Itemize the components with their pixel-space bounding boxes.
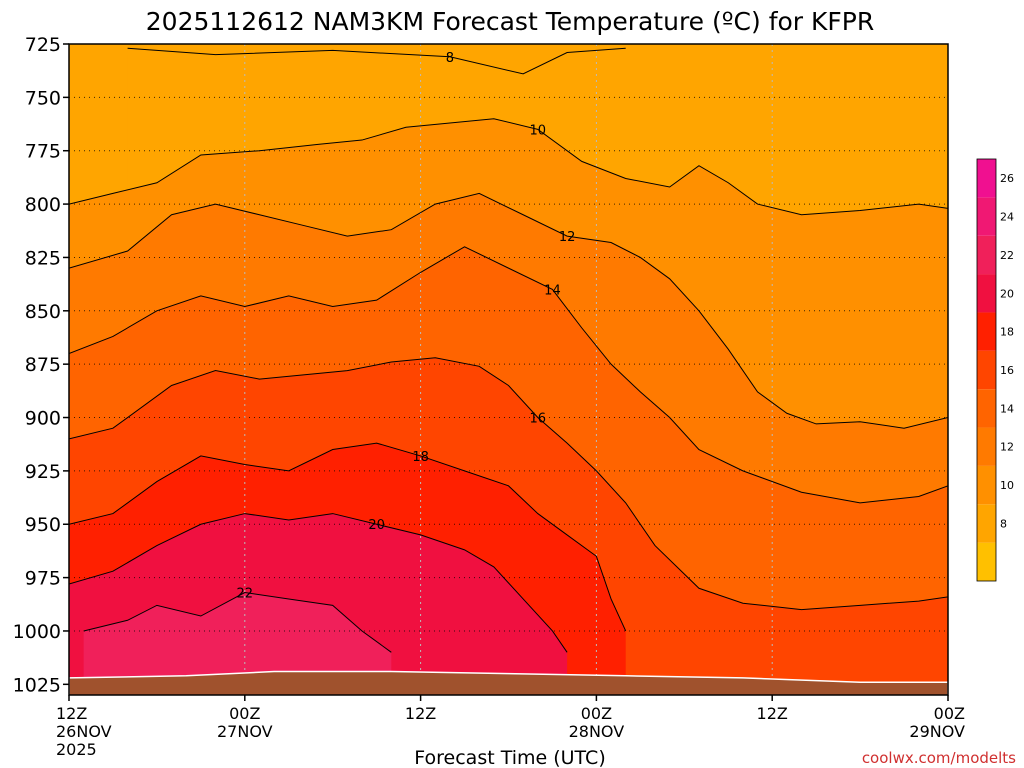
colorbar-label: 22 (1000, 249, 1014, 262)
colorbar-label: 20 (1000, 287, 1014, 300)
colorbar-swatch (977, 197, 996, 236)
y-tick-label: 950 (25, 514, 61, 536)
contour-16 (69, 357, 948, 611)
y-tick-label: 825 (25, 247, 61, 269)
contour-label-10: 10 (530, 123, 547, 138)
colorbar-swatch (977, 312, 996, 351)
contour-label-8: 8 (446, 51, 454, 66)
temperature-bands (69, 44, 948, 695)
colorbar-label: 16 (1000, 364, 1014, 377)
contour-10 (69, 118, 948, 216)
x-tick-label: 00Z (934, 704, 965, 723)
y-tick-label: 850 (25, 301, 61, 323)
gridlines (69, 44, 948, 695)
y-tick-label: 725 (25, 34, 61, 56)
x-tick-label: 29NOV (909, 722, 965, 741)
x-tick-label: 12Z (757, 704, 788, 723)
contour-label-16: 16 (530, 412, 547, 427)
x-tick-label: 00Z (229, 704, 260, 723)
contour-label-18: 18 (412, 450, 429, 465)
contour-label-20: 20 (368, 518, 385, 533)
plot-frame (68, 43, 949, 696)
contour-14 (69, 246, 948, 504)
x-tick-label: 28NOV (569, 722, 625, 741)
colorbar-swatch (977, 542, 996, 581)
y-tick-label: 1025 (13, 674, 61, 696)
contour-18 (69, 442, 627, 632)
x-tick-label: 00Z (581, 704, 612, 723)
colorbar-label: 14 (1000, 402, 1014, 415)
contour-12 (69, 192, 948, 429)
colorbar-label: 10 (1000, 479, 1014, 492)
colorbar-label: 8 (1000, 517, 1007, 530)
colorbar-swatch (977, 350, 996, 390)
y-tick-label: 875 (25, 354, 61, 376)
y-tick-label: 800 (25, 194, 61, 216)
isotherm-contours (69, 47, 948, 653)
plot-area (69, 44, 948, 695)
x-tick-label: 27NOV (217, 722, 273, 741)
y-axis-ticks: 725 750 775 800 825 850 875 900 925 950 975 1000 102… (13, 34, 69, 696)
y-tick-label: 925 (25, 461, 61, 483)
contour-labels: 8 10 12 14 16 18 20 22 (237, 51, 576, 602)
colorbar-swatch (977, 159, 996, 198)
x-axis-label: Forecast Time (UTC) (414, 747, 605, 768)
contour-22 (83, 592, 392, 653)
contour-label-22: 22 (237, 587, 254, 602)
colorbar-label: 26 (1000, 172, 1014, 185)
y-tick-label: 775 (25, 141, 61, 163)
colorbar-frame (976, 158, 997, 582)
colorbar: 8 10 12 14 16 18 20 22 24 26 (976, 158, 1014, 582)
colorbar-label: 12 (1000, 441, 1014, 454)
y-tick-label: 750 (25, 87, 61, 109)
band-22 (83, 592, 392, 695)
colorbar-label: 18 (1000, 326, 1014, 339)
colorbar-swatch (977, 235, 996, 275)
y-tick-label: 900 (25, 408, 61, 430)
contour-8 (127, 47, 626, 75)
colorbar-swatch (977, 504, 996, 543)
contour-20 (69, 513, 568, 653)
colorbar-swatch (977, 427, 996, 466)
x-tick-label: 12Z (56, 704, 87, 723)
contour-label-12: 12 (559, 230, 576, 245)
colorbar-swatch (977, 389, 996, 428)
y-tick-label: 1000 (13, 621, 61, 643)
watermark-link[interactable]: coolwx.com/modelts (862, 749, 1016, 767)
contour-label-14: 14 (544, 283, 561, 298)
colorbar-label: 24 (1000, 211, 1014, 224)
x-tick-label: 26NOV (56, 722, 112, 741)
terrain-surface (69, 670, 948, 695)
colorbar-swatch (977, 465, 996, 505)
colorbar-swatch (977, 274, 996, 313)
x-tick-label: 2025 (56, 740, 97, 759)
y-tick-label: 975 (25, 568, 61, 590)
x-tick-label: 12Z (405, 704, 436, 723)
chart-title: 2025112612 NAM3KM Forecast Temperature (… (146, 7, 874, 36)
